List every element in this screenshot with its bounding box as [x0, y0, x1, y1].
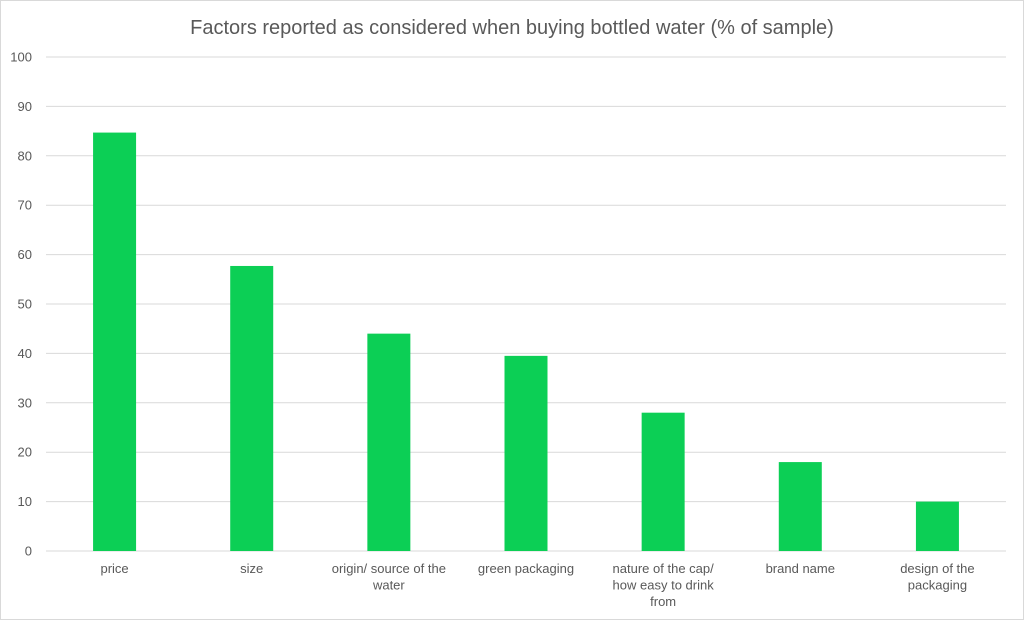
x-category-label: how easy to drink: [613, 578, 715, 593]
bar: [915, 501, 959, 551]
x-category-label: brand name: [766, 561, 835, 576]
y-tick-label: 60: [18, 247, 32, 262]
x-category-label: from: [650, 594, 676, 609]
y-tick-label: 70: [18, 198, 32, 213]
y-tick-label: 100: [10, 50, 32, 65]
x-category-label: design of the: [900, 561, 974, 576]
bar: [230, 265, 274, 551]
gridlines: [46, 56, 1006, 552]
x-category-label: green packaging: [478, 561, 574, 576]
y-tick-label: 20: [18, 445, 32, 460]
x-axis-labels: price size origin/ source of the water green…: [100, 561, 974, 609]
x-category-label: packaging: [908, 578, 967, 593]
y-tick-label: 90: [18, 99, 32, 114]
x-category-label: size: [240, 561, 263, 576]
y-tick-label: 80: [18, 148, 32, 163]
bar: [778, 462, 822, 551]
x-category-label: price: [100, 561, 128, 576]
x-category-label: nature of the cap/: [613, 561, 715, 576]
y-tick-label: 10: [18, 494, 32, 509]
x-category-label: origin/ source of the: [332, 561, 446, 576]
bar: [367, 333, 411, 551]
y-axis-ticks: 0 10 20 30 40 50 60 70 80 90 100: [10, 50, 32, 559]
y-tick-label: 30: [18, 395, 32, 410]
y-tick-label: 0: [25, 544, 32, 559]
bar: [504, 355, 548, 551]
bar: [93, 132, 137, 551]
y-tick-label: 40: [18, 346, 32, 361]
bar: [641, 412, 685, 551]
x-category-label: water: [372, 578, 405, 593]
chart-title: Factors reported as considered when buyi…: [190, 17, 834, 39]
y-tick-label: 50: [18, 297, 32, 312]
bars: [93, 132, 959, 551]
